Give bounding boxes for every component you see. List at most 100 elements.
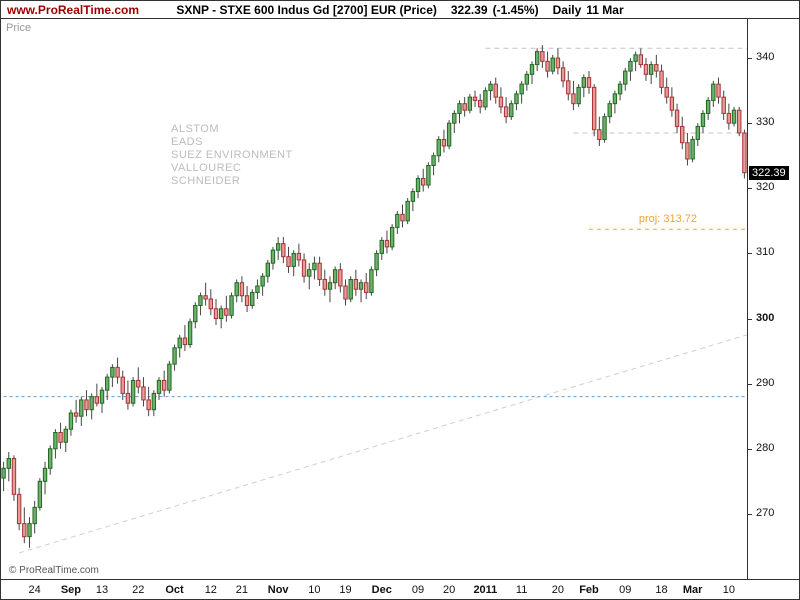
candle <box>545 51 550 78</box>
candle <box>534 48 540 72</box>
candle <box>737 106 742 137</box>
last-price: 322.39 <box>450 3 488 17</box>
candle <box>229 292 234 319</box>
candle <box>301 253 307 283</box>
candle <box>151 390 157 417</box>
chart-title-group: SXNP - STXE 600 Indus Gd [2700] EUR (Pri… <box>176 3 623 17</box>
candle <box>384 230 390 254</box>
candle <box>524 71 530 91</box>
time-axis-label: Dec <box>371 584 392 596</box>
time-axis-label: 09 <box>411 584 425 596</box>
candle <box>648 61 654 85</box>
time-axis[interactable]: 24 Sep 13 22 Oct 12 21 Nov 10 19 Dec 09 20 2011 11 20 Fe… <box>1 579 799 599</box>
candle <box>483 87 488 111</box>
candle <box>612 90 618 114</box>
candle <box>161 370 167 397</box>
candle <box>94 383 100 407</box>
candle <box>136 367 141 394</box>
candle <box>6 452 11 482</box>
brand-link[interactable]: www.ProRealTime.com <box>7 3 140 17</box>
date-label: 11 Mar <box>586 3 624 17</box>
candle <box>270 246 276 270</box>
candle <box>410 188 416 212</box>
candle <box>193 302 198 329</box>
candle <box>628 58 633 81</box>
candle <box>705 97 711 120</box>
candle <box>560 61 566 88</box>
candle <box>239 276 245 303</box>
candle <box>63 425 68 453</box>
candle <box>198 292 203 316</box>
price-axis-title: Price <box>6 22 32 34</box>
candle <box>369 266 374 296</box>
time-axis-label: Oct <box>165 584 184 596</box>
candle <box>452 110 457 133</box>
price-axis-tick <box>748 448 752 450</box>
price-axis-tick <box>748 253 752 255</box>
candle <box>22 507 27 544</box>
candle <box>467 93 473 114</box>
time-axis-label: 18 <box>655 584 668 596</box>
candle <box>37 478 43 511</box>
price-axis-label: 320 <box>756 181 775 194</box>
instrument-title: SXNP - STXE 600 Indus Gd [2700] EUR (Pri… <box>176 3 437 17</box>
candle <box>446 119 452 150</box>
candle <box>89 393 94 420</box>
candlestick-plot[interactable]: proj: 313.72 <box>1 19 747 579</box>
candle <box>16 487 22 531</box>
candle <box>234 279 239 303</box>
candle <box>172 344 177 371</box>
candle <box>488 80 493 101</box>
candle <box>441 129 447 153</box>
time-axis-label: 20 <box>551 584 565 596</box>
candle <box>275 237 281 260</box>
candle <box>27 517 32 548</box>
candle <box>182 325 188 352</box>
candle <box>68 409 74 436</box>
last-price-tag: 322.39 <box>749 165 789 180</box>
candle <box>374 250 379 277</box>
candle <box>731 106 737 127</box>
candle <box>213 299 219 326</box>
candle <box>415 175 421 199</box>
candle <box>726 103 732 130</box>
candle <box>208 289 214 316</box>
chart-plot-area[interactable]: Price ALSTOM EADS SUEZ ENVIRONMENT VALLOURE… <box>1 19 747 579</box>
timeframe-label[interactable]: Daily <box>552 3 582 17</box>
candle <box>58 422 63 449</box>
candle <box>156 377 162 400</box>
candle <box>493 77 498 104</box>
candle <box>576 84 581 107</box>
time-axis-label: 12 <box>204 584 217 596</box>
candle <box>218 305 224 329</box>
candle <box>307 263 312 290</box>
candle <box>141 377 146 407</box>
candle <box>669 87 675 117</box>
candle <box>436 136 441 163</box>
time-axis-label: Feb <box>579 584 599 596</box>
price-axis-tick <box>748 383 752 385</box>
watermark-symbol: EADS <box>171 136 203 148</box>
candle <box>364 272 369 299</box>
price-axis-tick <box>748 513 752 515</box>
candle <box>654 54 659 78</box>
time-axis-label: 10 <box>308 584 321 596</box>
price-axis-label: 300 <box>756 311 775 324</box>
price-axis-label: 310 <box>756 246 775 259</box>
candle <box>664 77 669 104</box>
candle <box>291 250 296 277</box>
candle <box>509 100 514 120</box>
candle <box>105 373 110 400</box>
candle <box>110 364 115 387</box>
time-axis-label: 22 <box>132 584 145 596</box>
candle <box>203 282 208 306</box>
candle <box>633 51 638 72</box>
candle <box>348 276 353 303</box>
candle <box>187 318 193 348</box>
candle <box>317 256 322 286</box>
watermark-symbol: VALLOUREC <box>171 162 242 174</box>
ascending-trendline[interactable] <box>18 334 747 554</box>
price-axis[interactable]: 270 280 290 300 310 320 330 340 322.39 <box>747 19 799 579</box>
price-axis-tick <box>748 123 752 125</box>
